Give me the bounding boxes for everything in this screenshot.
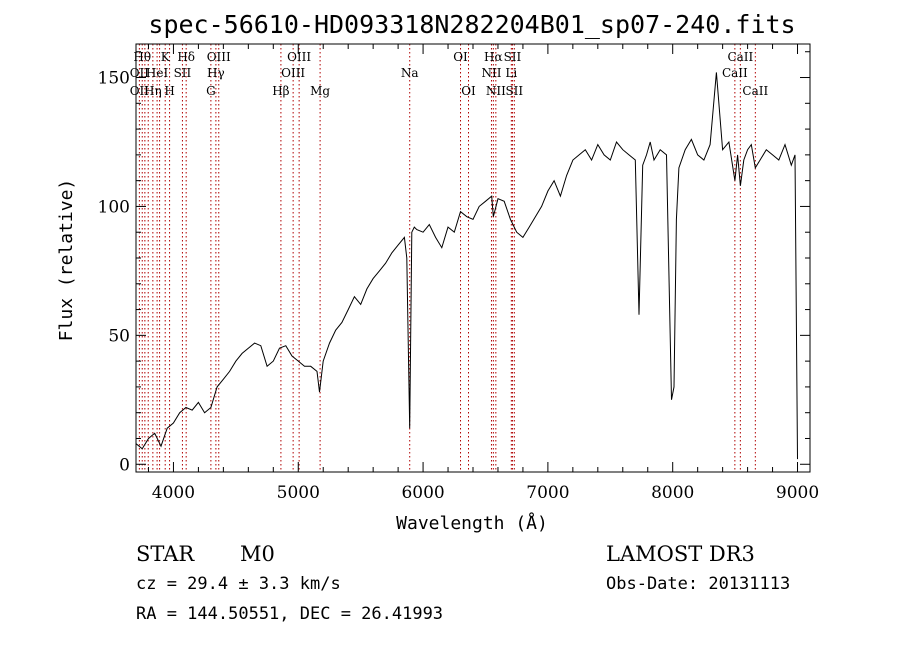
line-label: OII — [130, 84, 150, 98]
survey-name: LAMOST DR3 — [606, 542, 755, 566]
x-axis-ticks: 4000 5000 6000 7000 8000 9000 — [147, 44, 819, 503]
line-label: SII — [505, 84, 523, 98]
x-axis-label: Wavelength (Å) — [396, 512, 548, 534]
y-axis-label: Flux (relative) — [56, 179, 77, 342]
line-label: OIII — [207, 50, 231, 64]
x-tick-label: 7000 — [526, 483, 569, 503]
spectral-line-markers — [138, 44, 756, 472]
redshift-text: cz = 29.4 ± 3.3 km/s — [136, 574, 341, 594]
spectrum-line — [135, 72, 798, 460]
y-axis-ticks: 0 50 100 150 — [98, 51, 810, 475]
coordinates-text: RA = 144.50551, DEC = 26.41993 — [136, 604, 443, 624]
x-tick-label: 9000 — [776, 483, 819, 503]
line-label: Na — [401, 66, 419, 80]
y-tick-label: 100 — [98, 197, 130, 217]
line-label: SII — [174, 66, 192, 80]
line-label: H — [164, 84, 174, 98]
line-label: SII — [504, 50, 522, 64]
object-subclass: M0 — [240, 542, 275, 566]
chart-title: spec-56610-HD093318N282204B01_sp07-240.f… — [148, 10, 795, 39]
line-label: CaII — [742, 84, 768, 98]
y-tick-label: 0 — [119, 455, 130, 475]
line-label: OI — [453, 50, 468, 64]
line-label: CaII — [727, 50, 753, 64]
plot-frame — [135, 43, 811, 473]
line-label: K — [161, 50, 171, 64]
line-label: Li — [505, 66, 517, 80]
line-label: Mg — [310, 84, 330, 98]
line-label: OIII — [281, 66, 305, 80]
x-tick-label: 5000 — [277, 483, 320, 503]
line-label: NII — [481, 66, 501, 80]
line-label: OI — [461, 84, 476, 98]
line-label: Hθ — [133, 50, 151, 64]
line-label: HeI — [146, 66, 169, 80]
line-label: OIII — [287, 50, 311, 64]
line-label: CaII — [722, 66, 748, 80]
line-label: Hγ — [207, 66, 225, 80]
x-tick-label: 6000 — [401, 483, 444, 503]
obs-date: Obs-Date: 20131113 — [606, 574, 790, 594]
x-tick-label: 4000 — [152, 483, 195, 503]
line-label: OII — [130, 66, 150, 80]
x-tick-label: 8000 — [651, 483, 694, 503]
line-label: Hη — [144, 84, 162, 98]
line-label: G — [206, 84, 216, 98]
y-tick-label: 150 — [98, 69, 130, 89]
line-label: Hα — [484, 50, 503, 64]
y-tick-label: 50 — [108, 326, 130, 346]
object-class: STAR — [136, 542, 195, 566]
line-label: NII — [486, 84, 506, 98]
line-label: Hδ — [177, 50, 195, 64]
line-label: Hβ — [272, 84, 289, 98]
